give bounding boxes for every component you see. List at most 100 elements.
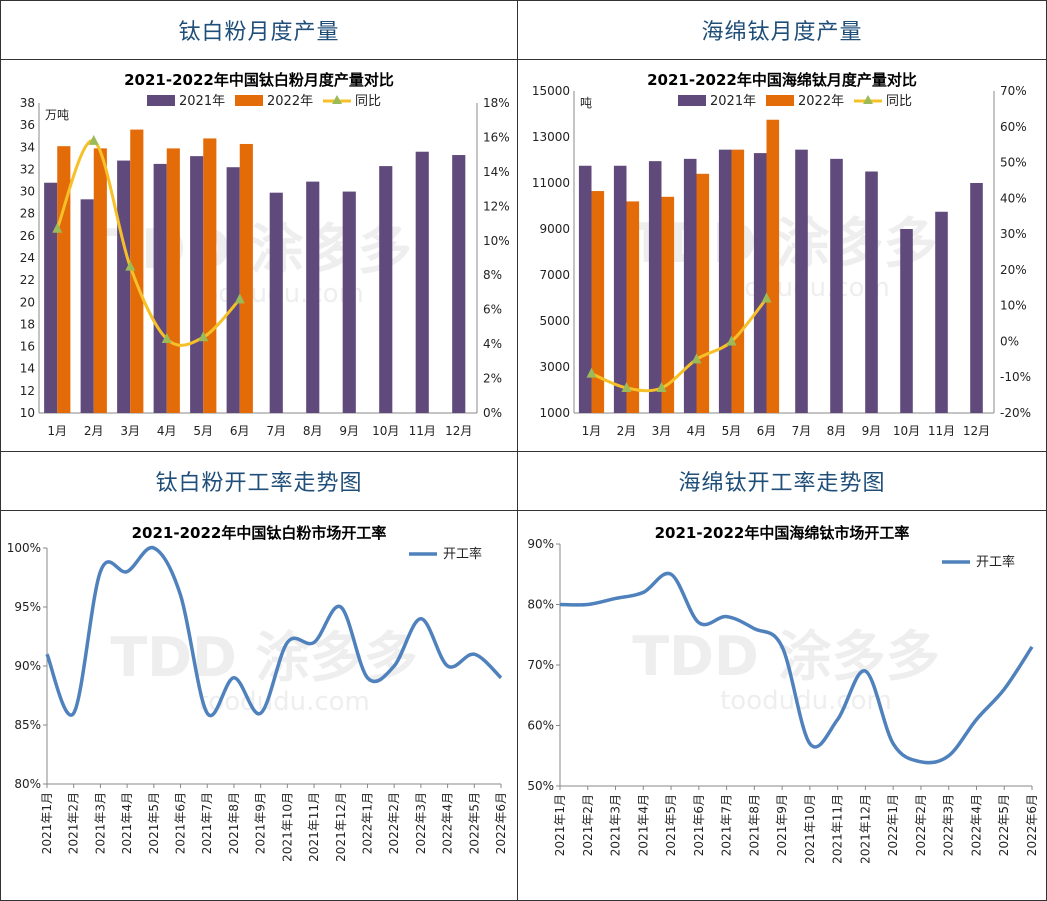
unit-label: 万吨 bbox=[45, 108, 69, 122]
y-tick-label: 38 bbox=[20, 96, 35, 110]
watermark-logo: TDD 涂多多 bbox=[104, 218, 411, 281]
chart-title: 2021-2022年中国海绵钛月度产量对比 bbox=[647, 71, 917, 89]
yoy-marker bbox=[198, 331, 209, 342]
x-tick-label: 2022年4月 bbox=[441, 792, 455, 854]
y2-tick-label: 2% bbox=[483, 372, 502, 386]
x-tick-label: 2月 bbox=[617, 424, 637, 438]
y2-tick-label: 70% bbox=[1000, 84, 1027, 98]
x-tick-label: 2021年5月 bbox=[664, 794, 678, 856]
bar-2021 bbox=[452, 155, 466, 413]
x-tick-label: 2021年2月 bbox=[67, 792, 81, 854]
x-tick-label: 2021年8月 bbox=[227, 792, 241, 854]
bar-2021 bbox=[153, 163, 167, 413]
y2-tick-label: 10% bbox=[483, 234, 510, 248]
y2-tick-label: 18% bbox=[483, 96, 510, 110]
x-tick-label: 2021年6月 bbox=[174, 792, 188, 854]
yoy-marker bbox=[656, 381, 667, 392]
sponge-output-chart: 2021-2022年中国海绵钛月度产量对比 1000 3000 5000 7000 900… bbox=[532, 71, 1031, 438]
y-tick-label: 12 bbox=[20, 384, 35, 398]
y2-tick-label: 0% bbox=[483, 406, 502, 420]
x-tick-label: 2022年1月 bbox=[360, 792, 374, 854]
rate-line bbox=[559, 571, 1034, 765]
x-tick-label: 2022年5月 bbox=[467, 792, 481, 854]
x-tick-label: 7月 bbox=[266, 424, 286, 438]
y2-tick-label: 16% bbox=[483, 130, 510, 144]
x-tick-label: 2021年3月 bbox=[609, 794, 623, 856]
x-tick-label: 2021年2月 bbox=[581, 794, 595, 856]
chart-title: 2021-2022年中国钛白粉月度产量对比 bbox=[124, 71, 394, 89]
legend-label-rate: 开工率 bbox=[443, 546, 482, 562]
bar-2021 bbox=[865, 171, 878, 413]
y-tick-label: 13000 bbox=[532, 130, 570, 144]
x-tick-label: 2022年6月 bbox=[494, 792, 508, 854]
watermark-site: toodudu.com bbox=[198, 687, 370, 717]
y-tick-label: 3000 bbox=[539, 360, 570, 374]
x-tick-label: 2022年4月 bbox=[969, 794, 983, 856]
bar-2022 bbox=[591, 191, 605, 413]
x-tick-label: 2021年9月 bbox=[254, 792, 268, 854]
x-tick-label: 2021年10月 bbox=[280, 792, 294, 862]
y-tick-label: 11000 bbox=[532, 176, 570, 190]
y-tick-label: 85% bbox=[14, 718, 41, 732]
y-tick-label: 1000 bbox=[539, 406, 570, 420]
x-tick-label: 2021年8月 bbox=[747, 794, 761, 856]
y-tick-label: 50% bbox=[527, 779, 554, 793]
bar-2022 bbox=[626, 201, 640, 413]
y2-tick-label: -20% bbox=[1000, 406, 1031, 420]
rate-line bbox=[45, 545, 503, 718]
x-tick-label: 2021年4月 bbox=[636, 794, 650, 856]
yoy-marker bbox=[52, 222, 63, 233]
x-tick-label: 2022年1月 bbox=[886, 794, 900, 856]
bar-2022 bbox=[166, 148, 180, 413]
x-tick-label: 2021年10月 bbox=[803, 794, 817, 864]
bar-2022 bbox=[239, 143, 253, 413]
x-tick-label: 2021年7月 bbox=[200, 792, 214, 854]
x-tick-label: 8月 bbox=[303, 424, 323, 438]
y-tick-label: 9000 bbox=[539, 222, 570, 236]
yoy-marker bbox=[761, 292, 772, 303]
x-tick-label: 2021年12月 bbox=[334, 792, 348, 862]
bar-2021 bbox=[613, 165, 627, 413]
yoy-marker bbox=[621, 381, 632, 392]
x-tick-label: 3月 bbox=[652, 424, 672, 438]
x-tick-label: 1月 bbox=[582, 424, 602, 438]
chart-title: 2021-2022年中国钛白粉市场开工率 bbox=[132, 524, 387, 542]
x-tick-label: 8月 bbox=[827, 424, 847, 438]
y2-tick-label: 0% bbox=[1000, 334, 1019, 348]
y-tick-label: 80% bbox=[527, 598, 554, 612]
y2-tick-label: 8% bbox=[483, 268, 502, 282]
y-tick-label: 24 bbox=[20, 251, 35, 265]
y-tick-label: 7000 bbox=[539, 268, 570, 282]
bar-2022 bbox=[766, 119, 780, 413]
x-tick-label: 7月 bbox=[792, 424, 812, 438]
yoy-marker bbox=[726, 335, 737, 346]
y2-tick-label: 20% bbox=[1000, 263, 1027, 277]
x-tick-label: 2月 bbox=[84, 424, 104, 438]
x-tick-label: 3月 bbox=[120, 424, 140, 438]
y-tick-label: 14 bbox=[20, 362, 35, 376]
bar-2022 bbox=[130, 129, 144, 414]
bar-2021 bbox=[970, 183, 983, 413]
bar-2021 bbox=[683, 158, 697, 413]
y-tick-label: 90% bbox=[14, 659, 41, 673]
panel-header: 钛白粉月度产量 bbox=[1, 1, 517, 60]
bar-2021 bbox=[44, 182, 58, 413]
bar-2021 bbox=[306, 181, 320, 413]
bar-2021 bbox=[415, 151, 429, 413]
bar-2021 bbox=[718, 149, 732, 413]
x-tick-label: 2022年2月 bbox=[387, 792, 401, 854]
x-tick-label: 2021年3月 bbox=[93, 792, 107, 854]
bar-2021 bbox=[80, 199, 94, 413]
legend-swatch-2022 bbox=[766, 95, 794, 106]
y-tick-label: 90% bbox=[527, 537, 554, 551]
y-tick-label: 100% bbox=[7, 541, 41, 555]
yoy-marker bbox=[161, 332, 172, 343]
x-tick-label: 2021年1月 bbox=[40, 792, 54, 854]
watermark-site: toodudu.com bbox=[720, 686, 892, 716]
panel-tio2-output: 钛白粉月度产量 2021-2022年中国钛白粉月度产量对比 10 12 14 16 18 2… bbox=[1, 1, 517, 451]
x-tick-label: 2021年11月 bbox=[307, 792, 321, 862]
bar-2021 bbox=[795, 149, 808, 413]
panel-tio2-rate: 钛白粉开工率走势图 2021-2022年中国钛白粉市场开工率 80% 85% 90% 9… bbox=[1, 452, 517, 900]
watermark-logo: TDD 涂多多 bbox=[630, 212, 937, 275]
